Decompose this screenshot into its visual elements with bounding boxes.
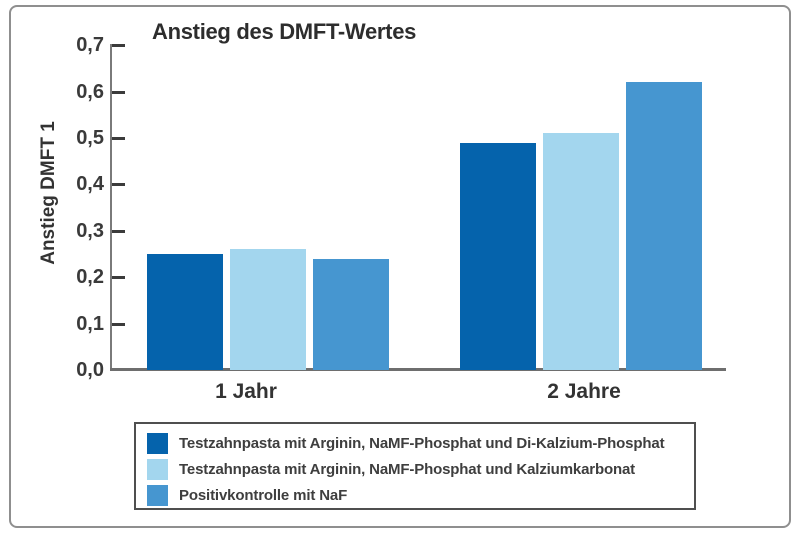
- legend-label-0: Testzahnpasta mit Arginin, NaMF-Phosphat…: [179, 434, 665, 452]
- legend-item-2: Positivkontrolle mit NaF: [147, 482, 694, 508]
- chart-title: Anstieg des DMFT-Wertes: [152, 19, 417, 44]
- ytick-label-6: 0,6: [76, 80, 104, 103]
- bar-group1-series1: [543, 133, 619, 370]
- bar-group0-series1: [230, 249, 306, 370]
- ytick-label-4: 0,4: [76, 173, 104, 196]
- y-axis-line: [110, 44, 112, 371]
- ytick-mark-4: [112, 183, 125, 187]
- legend-swatch-2: [147, 484, 168, 506]
- x-axis-label-1: 2 Jahre: [547, 380, 621, 403]
- ytick-mark-7: [112, 44, 125, 48]
- ytick-mark-6: [112, 90, 125, 94]
- legend-item-1: Testzahnpasta mit Arginin, NaMF-Phosphat…: [147, 456, 694, 482]
- bar-group0-series0: [147, 254, 223, 370]
- legend-swatch-0: [147, 432, 168, 454]
- ytick-label-1: 0,1: [76, 312, 104, 335]
- ytick-label-5: 0,5: [76, 127, 104, 149]
- ytick-mark-1: [112, 322, 125, 326]
- x-axis-line: [110, 368, 726, 371]
- ytick-label-0: 0,0: [76, 359, 104, 381]
- bar-group1-series0: [460, 142, 536, 370]
- legend-label-2: Positivkontrolle mit NaF: [179, 486, 348, 504]
- bar-group1-series2: [626, 82, 702, 370]
- ytick-label-7: 0,7: [76, 34, 104, 57]
- legend-swatch-1: [147, 458, 168, 480]
- ytick-mark-3: [112, 229, 125, 233]
- ytick-mark-5: [112, 137, 125, 140]
- legend-label-1: Testzahnpasta mit Arginin, NaMF-Phosphat…: [179, 460, 636, 478]
- ytick-label-3: 0,3: [76, 219, 104, 242]
- bar-group0-series2: [313, 258, 389, 370]
- ytick-mark-2: [112, 276, 125, 280]
- ytick-label-2: 0,2: [76, 266, 104, 289]
- x-axis-label-0: 1 Jahr: [215, 380, 277, 403]
- legend-item-0: Testzahnpasta mit Arginin, NaMF-Phosphat…: [147, 430, 694, 456]
- legend-box: Testzahnpasta mit Arginin, NaMF-Phosphat…: [134, 422, 696, 510]
